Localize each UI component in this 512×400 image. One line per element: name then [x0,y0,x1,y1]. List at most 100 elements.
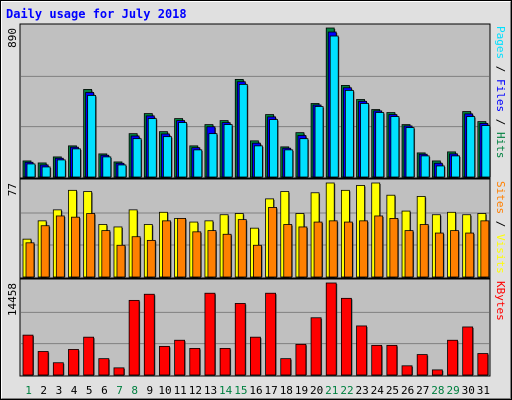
bar [71,216,80,278]
x-tick-label: 31 [477,384,490,397]
bar [340,297,352,376]
bar [72,148,81,178]
x-tick-label: 17 [265,384,278,397]
bar [480,220,490,278]
x-tick-label: 2 [40,384,47,397]
x-tick-label: 27 [416,384,429,397]
bar [56,159,66,178]
x-tick-label: 11 [174,384,187,397]
bar [128,299,140,376]
bar [37,351,49,376]
x-tick-label: 30 [462,384,475,397]
bar [250,336,261,376]
bar [435,165,445,178]
bar [208,133,218,178]
bar [234,303,246,376]
bar [268,207,277,278]
bar [192,231,202,278]
x-tick-label: 19 [295,384,308,397]
bar [174,339,186,376]
x-tick-label: 26 [401,384,414,397]
bar [416,354,428,376]
x-tick-label: 22 [340,384,353,397]
x-tick-label: 28 [431,384,444,397]
legend-separator: / [494,59,507,79]
y-tick-label: 890 [6,28,19,48]
bar [447,339,458,376]
x-tick-label: 20 [310,384,323,397]
x-tick-label: 21 [325,384,338,397]
bar [481,125,491,178]
bar [298,226,308,278]
bar [477,353,489,376]
bar [359,220,368,278]
bar [25,242,35,278]
bar [389,218,399,278]
bar [177,218,187,278]
legend: KBytes [494,281,507,321]
bar [314,106,324,178]
bar [284,149,294,178]
x-tick-label: 13 [204,384,217,397]
bar [83,336,95,376]
x-tick-label: 14 [219,384,233,397]
legend-separator: / [494,214,507,234]
legend-entry: Hits [494,132,507,159]
bar [52,362,64,376]
bar [26,163,36,178]
bar [419,224,429,278]
legend-entry: KBytes [494,281,507,321]
bar [386,344,398,376]
x-tick-label: 23 [356,384,369,397]
bar [450,230,459,278]
y-tick-label: 14458 [6,283,19,316]
bar [390,116,400,178]
x-tick-label: 4 [71,384,78,397]
bar [328,220,338,278]
bar [159,345,170,376]
x-tick-label: 8 [131,384,138,397]
bar [405,127,415,178]
bar [101,230,111,278]
bar [280,358,292,376]
bar [238,84,248,178]
bar [40,225,50,278]
bar [329,35,339,178]
x-tick-label: 3 [56,384,63,397]
bar [404,230,414,278]
bar [219,348,231,376]
bar [22,334,34,376]
bar [375,112,385,178]
x-tick-label: 29 [446,384,459,397]
bar [401,365,413,376]
x-tick-label: 24 [371,384,385,397]
bar [254,145,263,178]
bar [434,232,444,278]
x-tick-label: 16 [249,384,262,397]
x-tick-label: 5 [86,384,93,397]
bar [371,344,383,376]
bar [207,230,217,278]
bar [420,155,430,178]
bar [113,367,125,376]
bar [295,343,307,376]
bar [55,215,65,278]
bar [87,95,97,178]
bar [131,236,141,278]
bar [143,293,155,376]
legend-entry: Pages [494,26,507,59]
bar [269,119,278,178]
bar [313,221,323,278]
bar [431,369,443,376]
x-tick-label: 25 [386,384,399,397]
bar [451,155,460,178]
bar [325,282,337,376]
bar [360,103,369,178]
x-tick-label: 15 [234,384,247,397]
bar [222,233,232,278]
bar [193,149,203,178]
y-tick-label: 77 [6,183,19,196]
bar [116,244,126,278]
